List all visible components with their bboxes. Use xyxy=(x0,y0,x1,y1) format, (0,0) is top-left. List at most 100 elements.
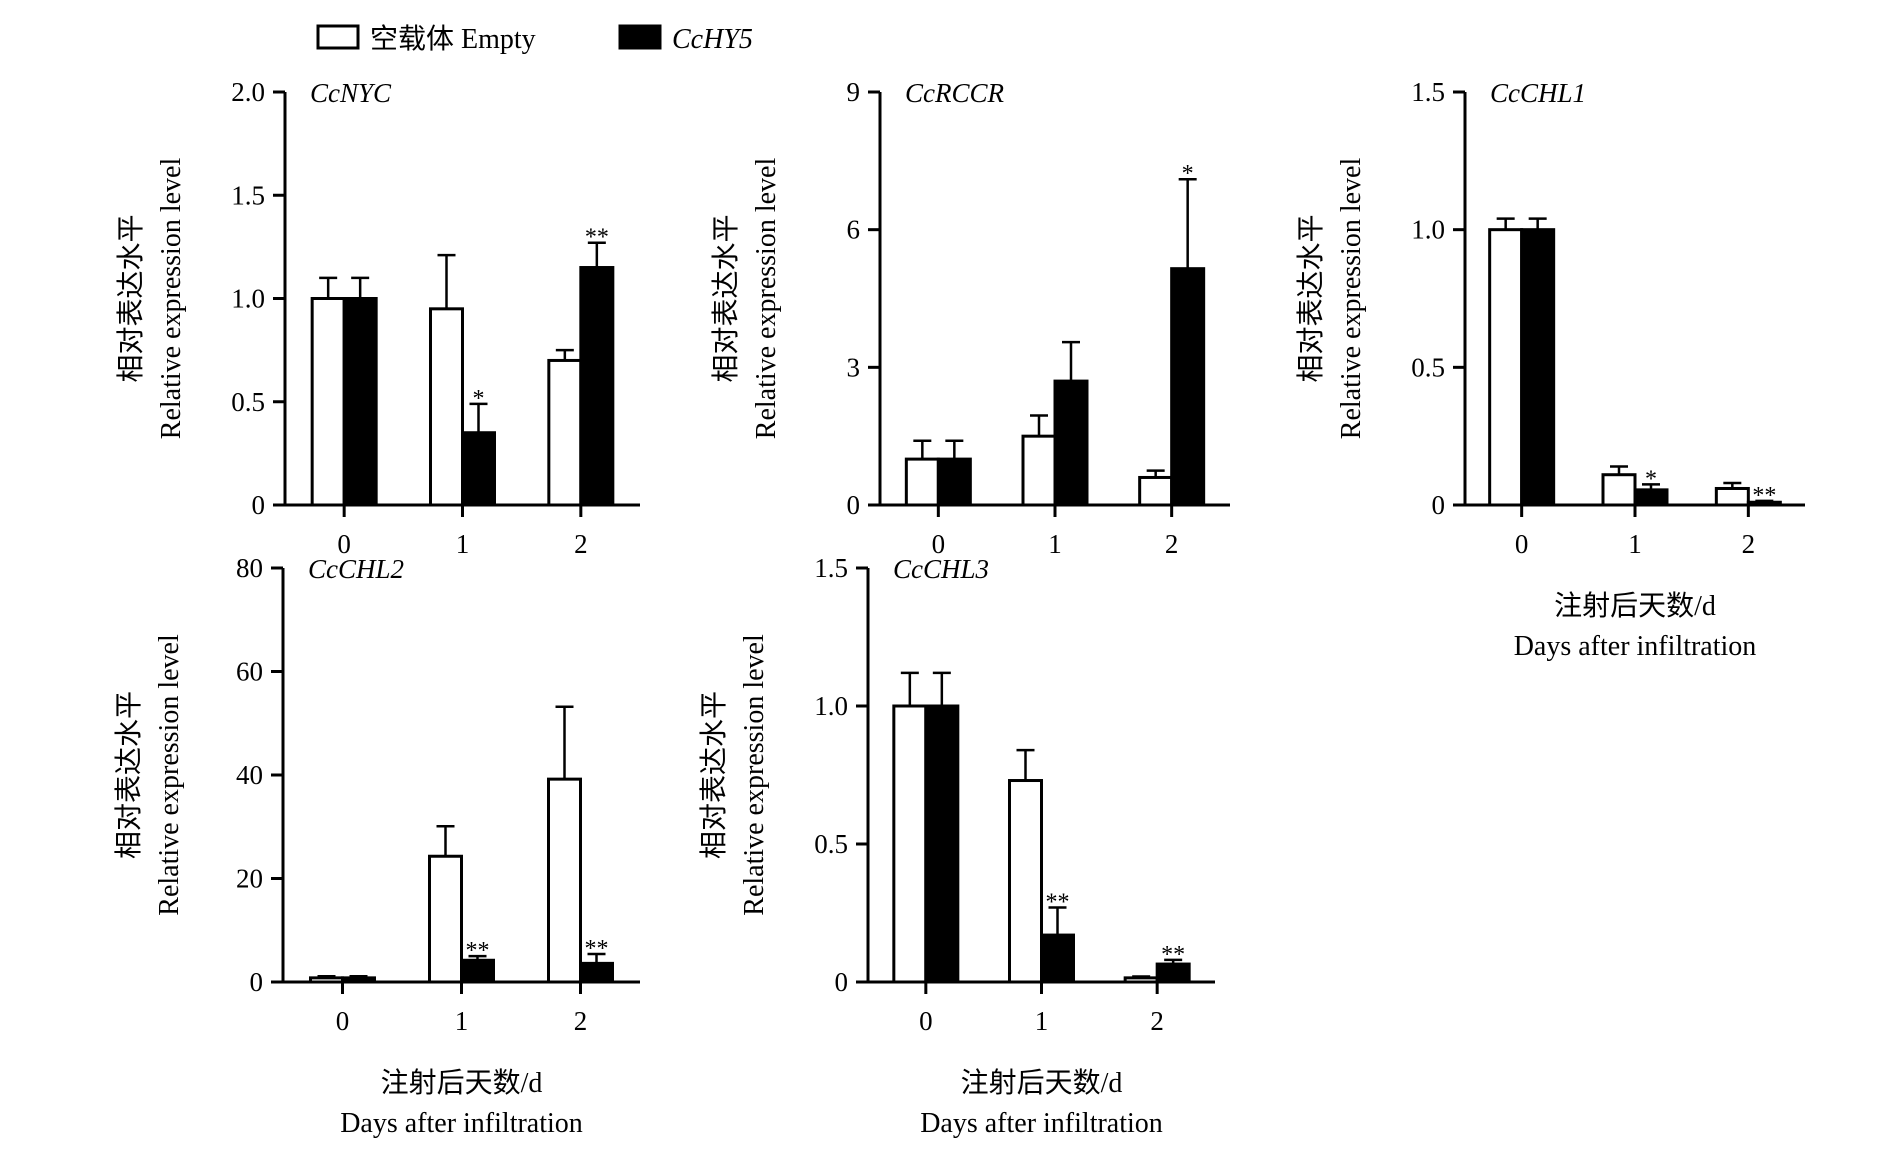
x-tick-label: 1 xyxy=(1048,529,1062,559)
y-axis-label-cn: 相对表达水平 xyxy=(710,214,742,382)
bar-hy5-day0 xyxy=(342,297,378,507)
y-tick-label: 0 xyxy=(847,490,861,520)
x-axis-label-cn: 注射后天数/d xyxy=(1554,590,1716,622)
bar-hy5-day0 xyxy=(1520,228,1556,507)
significance-marker: ** xyxy=(466,938,490,964)
y-tick-label: 1.0 xyxy=(814,691,848,721)
bar-hy5-day1 xyxy=(1053,379,1089,507)
significance-marker: ** xyxy=(585,936,609,962)
x-tick-label: 1 xyxy=(456,529,470,559)
bar-hy5-day0 xyxy=(936,457,972,507)
legend-swatch-empty xyxy=(316,24,360,50)
y-axis-label: 相对表达水平 Relative expression level xyxy=(698,634,770,916)
significance-marker: * xyxy=(1182,161,1194,187)
bar-hy5-day1 xyxy=(1040,933,1075,984)
y-tick-label: 60 xyxy=(236,657,263,687)
x-tick-label: 2 xyxy=(1742,529,1756,559)
chart-panel-ccchl1: 0 0.5 1.0 1.5 CcCHL1 相对表达水平 Relative expressio… xyxy=(1295,77,1805,662)
y-axis-label-cn: 相对表达水平 xyxy=(115,214,147,382)
x-axis-label-cn: 注射后天数/d xyxy=(381,1067,543,1099)
x-tick-label: 0 xyxy=(919,1006,933,1036)
bar-empty-day0 xyxy=(904,457,940,507)
y-tick-label: 0.5 xyxy=(1411,352,1445,382)
y-axis-label-en: Relative expression level xyxy=(156,158,187,440)
y-axis-label-en: Relative expression level xyxy=(1336,158,1367,440)
bar-empty-day2 xyxy=(547,358,583,507)
y-axis-label-en: Relative expression level xyxy=(739,634,770,916)
x-tick-label: 1 xyxy=(455,1006,469,1036)
bar-empty-day1 xyxy=(1601,473,1637,507)
x-axis-label-en: Days after infiltration xyxy=(920,1108,1163,1139)
y-tick-label: 40 xyxy=(236,760,263,790)
bar-empty-day1 xyxy=(428,854,463,984)
bar-empty-day1 xyxy=(1008,779,1043,984)
x-tick-label: 1 xyxy=(1035,1006,1049,1036)
significance-marker: ** xyxy=(585,225,609,251)
legend-label-empty: 空载体 Empty xyxy=(370,23,536,55)
chart-panels: 0 0.5 1.0 1.5 2.0 CcNYC 相对表达水平 Relative express… xyxy=(113,77,1805,1139)
bar-hy5-day2 xyxy=(1170,267,1206,507)
y-tick-label: 1.5 xyxy=(814,553,848,583)
x-tick-label: 1 xyxy=(1628,529,1642,559)
y-tick-label: 1.5 xyxy=(1411,77,1445,107)
significance-marker: ** xyxy=(1161,942,1185,968)
bar-empty-day0 xyxy=(1488,228,1524,507)
significance-marker: ** xyxy=(1046,889,1070,915)
bar-hy5-day0 xyxy=(341,976,376,984)
x-axis-label-en: Days after infiltration xyxy=(1514,631,1757,662)
y-tick-label: 2.0 xyxy=(231,77,265,107)
chart-panel-ccchl3: 0 0.5 1.0 1.5 CcCHL3 相对表达水平 Relative expressio… xyxy=(698,553,1215,1139)
bar-empty-day2 xyxy=(547,777,582,984)
gene-title: CcCHL2 xyxy=(308,554,404,584)
y-tick-label: 1.0 xyxy=(1411,215,1445,245)
y-axis-label-cn: 相对表达水平 xyxy=(113,691,145,859)
y-axis-label: 相对表达水平 Relative expression level xyxy=(710,158,782,440)
y-tick-label: 6 xyxy=(847,215,861,245)
bar-hy5-day0 xyxy=(924,704,960,984)
chart-panel-ccrccr: 0 3 6 9 CcRCCR 相对表达水平 Relative expression leve… xyxy=(710,77,1230,559)
x-tick-label: 0 xyxy=(1515,529,1529,559)
x-tick-label: 2 xyxy=(574,1006,588,1036)
chart-panel-ccnyc: 0 0.5 1.0 1.5 2.0 CcNYC 相对表达水平 Relative express… xyxy=(115,77,640,559)
y-axis-label-cn: 相对表达水平 xyxy=(1295,214,1327,382)
x-tick-label: 0 xyxy=(932,529,946,559)
bar-empty-day2 xyxy=(1714,486,1750,507)
x-tick-label: 0 xyxy=(336,1006,350,1036)
y-tick-label: 0 xyxy=(1432,490,1446,520)
y-tick-label: 9 xyxy=(847,77,861,107)
significance-marker: * xyxy=(473,386,485,412)
y-tick-label: 1.0 xyxy=(231,284,265,314)
x-tick-label: 2 xyxy=(1165,529,1179,559)
x-axis-label-en: Days after infiltration xyxy=(340,1108,583,1139)
x-tick-label: 2 xyxy=(574,529,588,559)
y-axis-label-en: Relative expression level xyxy=(751,158,782,440)
gene-title: CcNYC xyxy=(310,78,392,108)
bar-empty-day0 xyxy=(310,297,346,507)
y-tick-label: 3 xyxy=(847,352,861,382)
significance-marker: * xyxy=(1645,466,1657,492)
y-tick-label: 80 xyxy=(236,553,263,583)
y-tick-label: 0.5 xyxy=(231,387,265,417)
bar-hy5-day2 xyxy=(579,961,614,984)
bar-empty-day1 xyxy=(429,307,464,507)
x-tick-label: 2 xyxy=(1150,1006,1164,1036)
y-axis-label: 相对表达水平 Relative expression level xyxy=(115,158,187,440)
legend-label-hy5: CcHY5 xyxy=(672,24,753,55)
y-axis-label-en: Relative expression level xyxy=(154,634,185,916)
bar-hy5-day2 xyxy=(579,266,615,507)
y-axis-label-cn: 相对表达水平 xyxy=(698,691,730,859)
x-tick-label: 0 xyxy=(337,529,351,559)
gene-title: CcCHL1 xyxy=(1490,78,1586,108)
y-tick-label: 20 xyxy=(236,864,263,894)
legend-swatch-hy5 xyxy=(618,24,662,50)
gene-title: CcRCCR xyxy=(905,78,1005,108)
significance-marker: ** xyxy=(1752,483,1776,509)
y-tick-label: 1.5 xyxy=(231,180,265,210)
y-tick-label: 0 xyxy=(252,490,266,520)
bar-empty-day1 xyxy=(1021,434,1057,507)
y-tick-label: 0 xyxy=(835,967,849,997)
x-axis-label-cn: 注射后天数/d xyxy=(961,1067,1123,1099)
gene-title: CcCHL3 xyxy=(893,554,989,584)
y-tick-label: 0 xyxy=(250,967,264,997)
